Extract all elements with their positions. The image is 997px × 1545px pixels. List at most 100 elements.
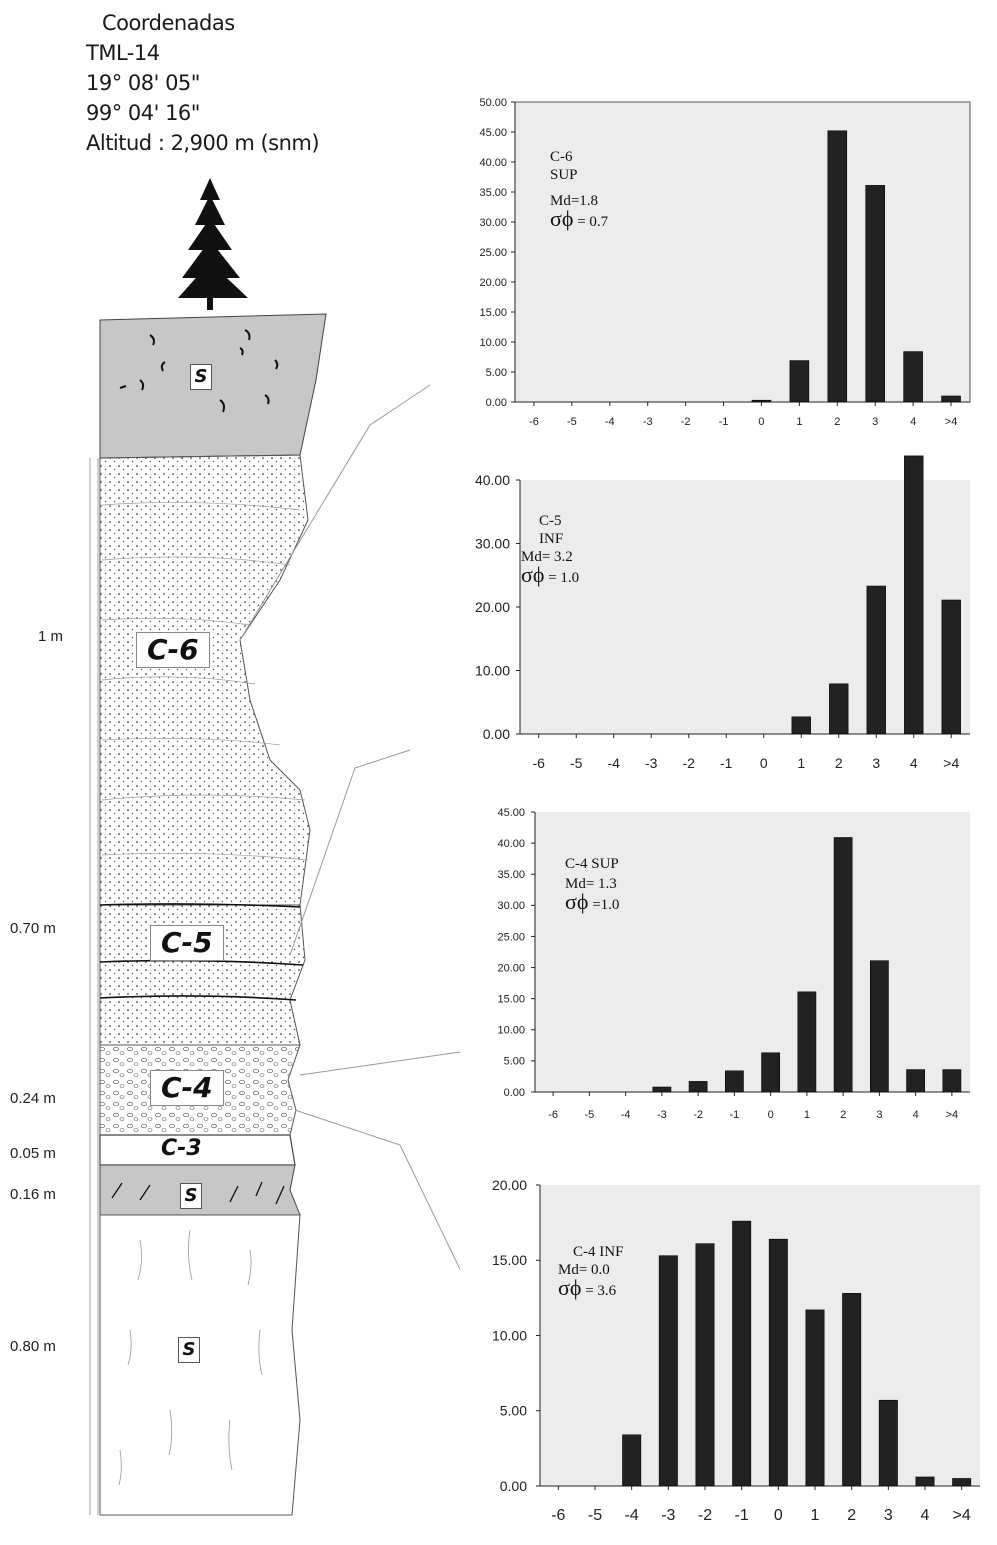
chart-subtitle: INF	[539, 531, 564, 547]
y-tick-label: 15.00	[497, 994, 525, 1006]
sigma-value: = 1.0	[548, 570, 580, 586]
chart-subtitle: SUP	[550, 167, 578, 183]
stratigraphic-column	[89, 178, 460, 1516]
x-tick-label: 1	[797, 755, 805, 771]
soil-label-substrate: S	[178, 1337, 200, 1363]
y-tick-label: 0.00	[483, 726, 510, 742]
sigma-symbol: σϕ	[521, 562, 545, 587]
bar	[827, 130, 848, 403]
y-tick-label: 10.00	[497, 1025, 525, 1037]
x-tick-label: 3	[872, 416, 878, 428]
x-tick-label: 3	[884, 1507, 893, 1524]
depth-label-c6: 1 m	[38, 628, 64, 645]
bar	[866, 585, 886, 735]
x-tick-label: 0	[774, 1507, 783, 1524]
median-label: Md= 0.0	[558, 1262, 610, 1278]
location-header: Coordenadas TML-14 19° 08' 05" 99° 04' 1…	[86, 8, 406, 158]
bar	[941, 395, 961, 403]
y-tick-label: 15.00	[492, 1252, 527, 1268]
y-tick-label: 20.00	[492, 1177, 527, 1193]
x-tick-label: -6	[533, 755, 546, 771]
chart-title: C-4 SUP	[565, 856, 619, 872]
y-tick-label: 30.00	[479, 217, 507, 229]
x-tick-label: -5	[588, 1507, 602, 1524]
x-tick-label: 4	[913, 1109, 919, 1121]
x-tick-label: -6	[551, 1507, 565, 1524]
x-tick-label: >4	[946, 1109, 959, 1121]
bar	[622, 1434, 642, 1487]
plot-area	[520, 480, 970, 734]
x-tick-label: >4	[953, 1507, 971, 1524]
x-tick-label: -2	[693, 1109, 703, 1121]
histogram-c4-sup: 0.00 5.00 10.00 15.00 20.00 25.00 30.00 35.00 40…	[445, 800, 985, 1135]
median-label: Md= 1.3	[565, 876, 617, 892]
median-label: Md=1.8	[550, 193, 599, 209]
x-tick-label: -6	[529, 416, 539, 428]
x-tick-label: 2	[840, 1109, 846, 1121]
bar	[833, 837, 853, 1093]
bar	[789, 360, 810, 403]
y-tick-label: 25.00	[479, 247, 507, 259]
x-tick-label: >4	[945, 416, 958, 428]
y-tick-label: 45.00	[497, 807, 525, 819]
sigma-symbol: σϕ	[558, 1275, 582, 1300]
x-tick-label: 1	[796, 416, 802, 428]
bar	[688, 1081, 708, 1093]
y-tick-label: 30.00	[475, 535, 510, 551]
x-tick-label: -1	[720, 755, 733, 771]
x-tick-label: 3	[872, 755, 880, 771]
x-tick-label: -3	[645, 755, 658, 771]
x-tick-label: -3	[657, 1109, 667, 1121]
depth-label-c3: 0.05 m	[10, 1145, 56, 1162]
chart-title: C-4 INF	[573, 1244, 624, 1260]
bar	[878, 1399, 898, 1487]
chart-title: C-5	[539, 513, 562, 529]
bar	[652, 1086, 672, 1093]
y-tick-label: 5.00	[500, 1403, 527, 1419]
layer-label-c5: C-5	[150, 925, 224, 961]
depth-label-substrate: 0.80 m	[10, 1338, 56, 1355]
y-tick-label: 25.00	[497, 931, 525, 943]
x-tick-label: 2	[835, 755, 843, 771]
x-tick-label: -2	[698, 1507, 712, 1524]
x-tick-label: -2	[681, 416, 691, 428]
histogram-c6-sup: 0.00 5.00 10.00 15.00 20.00 25.00 30.00 35.00 40…	[445, 90, 985, 440]
x-tick-label: -4	[625, 1507, 639, 1524]
median-label: Md= 3.2	[521, 549, 573, 565]
bar	[906, 1069, 925, 1093]
bar	[942, 1069, 962, 1093]
histogram-c5-inf: 0.00 10.00 20.00 30.00 40.00 -6 -5 -4 -3 -2 -1 0 1 2 3…	[445, 455, 985, 780]
y-tick-label: 35.00	[479, 187, 507, 199]
x-tick-label: >4	[943, 755, 959, 771]
bar	[805, 1309, 825, 1487]
x-tick-label: -3	[643, 416, 653, 428]
tree-icon	[178, 178, 248, 310]
y-tick-label: 45.00	[479, 127, 507, 139]
bar	[870, 960, 889, 1093]
y-tick-label: 40.00	[479, 157, 507, 169]
y-tick-label: 30.00	[497, 900, 525, 912]
latitude: 19° 08' 05"	[86, 71, 200, 95]
plot-area	[514, 101, 971, 403]
altitude: Altitud : 2,900 m (snm)	[86, 131, 320, 155]
y-tick-label: 20.00	[497, 962, 525, 974]
x-tick-label: 1	[804, 1109, 810, 1121]
bar	[903, 351, 923, 403]
x-tick-label: -1	[729, 1109, 739, 1121]
sigma-value: =1.0	[592, 897, 620, 913]
y-tick-label: 20.00	[479, 277, 507, 289]
substrate-layer	[99, 1214, 301, 1516]
histogram-c4-inf: 0.00 5.00 10.00 15.00 20.00 -6 -5 -4 -3 -2 -1 0 1 2 3 4…	[445, 1175, 985, 1535]
x-tick-label: -5	[570, 755, 583, 771]
y-tick-label: 5.00	[486, 367, 507, 379]
y-tick-label: 40.00	[475, 472, 510, 488]
y-tick-label: 50.00	[479, 97, 507, 109]
y-tick-label: 20.00	[475, 599, 510, 615]
y-tick-label: 40.00	[497, 838, 525, 850]
layer-c6-body	[99, 454, 311, 906]
coordinates-title: Coordenadas	[102, 11, 235, 35]
soil-layer-top	[99, 313, 327, 459]
sigma-symbol: σϕ	[550, 206, 574, 231]
y-tick-label: 0.00	[500, 1478, 527, 1494]
x-tick-label: -6	[548, 1109, 558, 1121]
